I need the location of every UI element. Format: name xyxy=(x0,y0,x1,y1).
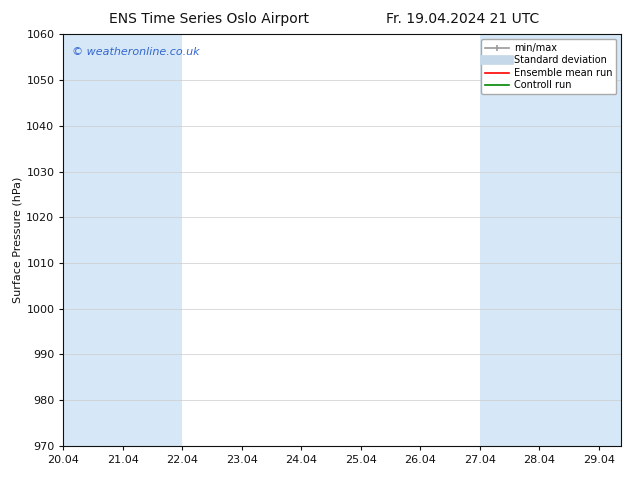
Y-axis label: Surface Pressure (hPa): Surface Pressure (hPa) xyxy=(12,177,22,303)
Legend: min/max, Standard deviation, Ensemble mean run, Controll run: min/max, Standard deviation, Ensemble me… xyxy=(481,39,616,94)
Bar xyxy=(480,34,540,446)
Text: ENS Time Series Oslo Airport: ENS Time Series Oslo Airport xyxy=(109,12,309,26)
Bar xyxy=(540,34,598,446)
Text: © weatheronline.co.uk: © weatheronline.co.uk xyxy=(72,47,200,57)
Text: Fr. 19.04.2024 21 UTC: Fr. 19.04.2024 21 UTC xyxy=(386,12,540,26)
Bar xyxy=(123,34,183,446)
Bar xyxy=(63,34,123,446)
Bar xyxy=(598,34,621,446)
